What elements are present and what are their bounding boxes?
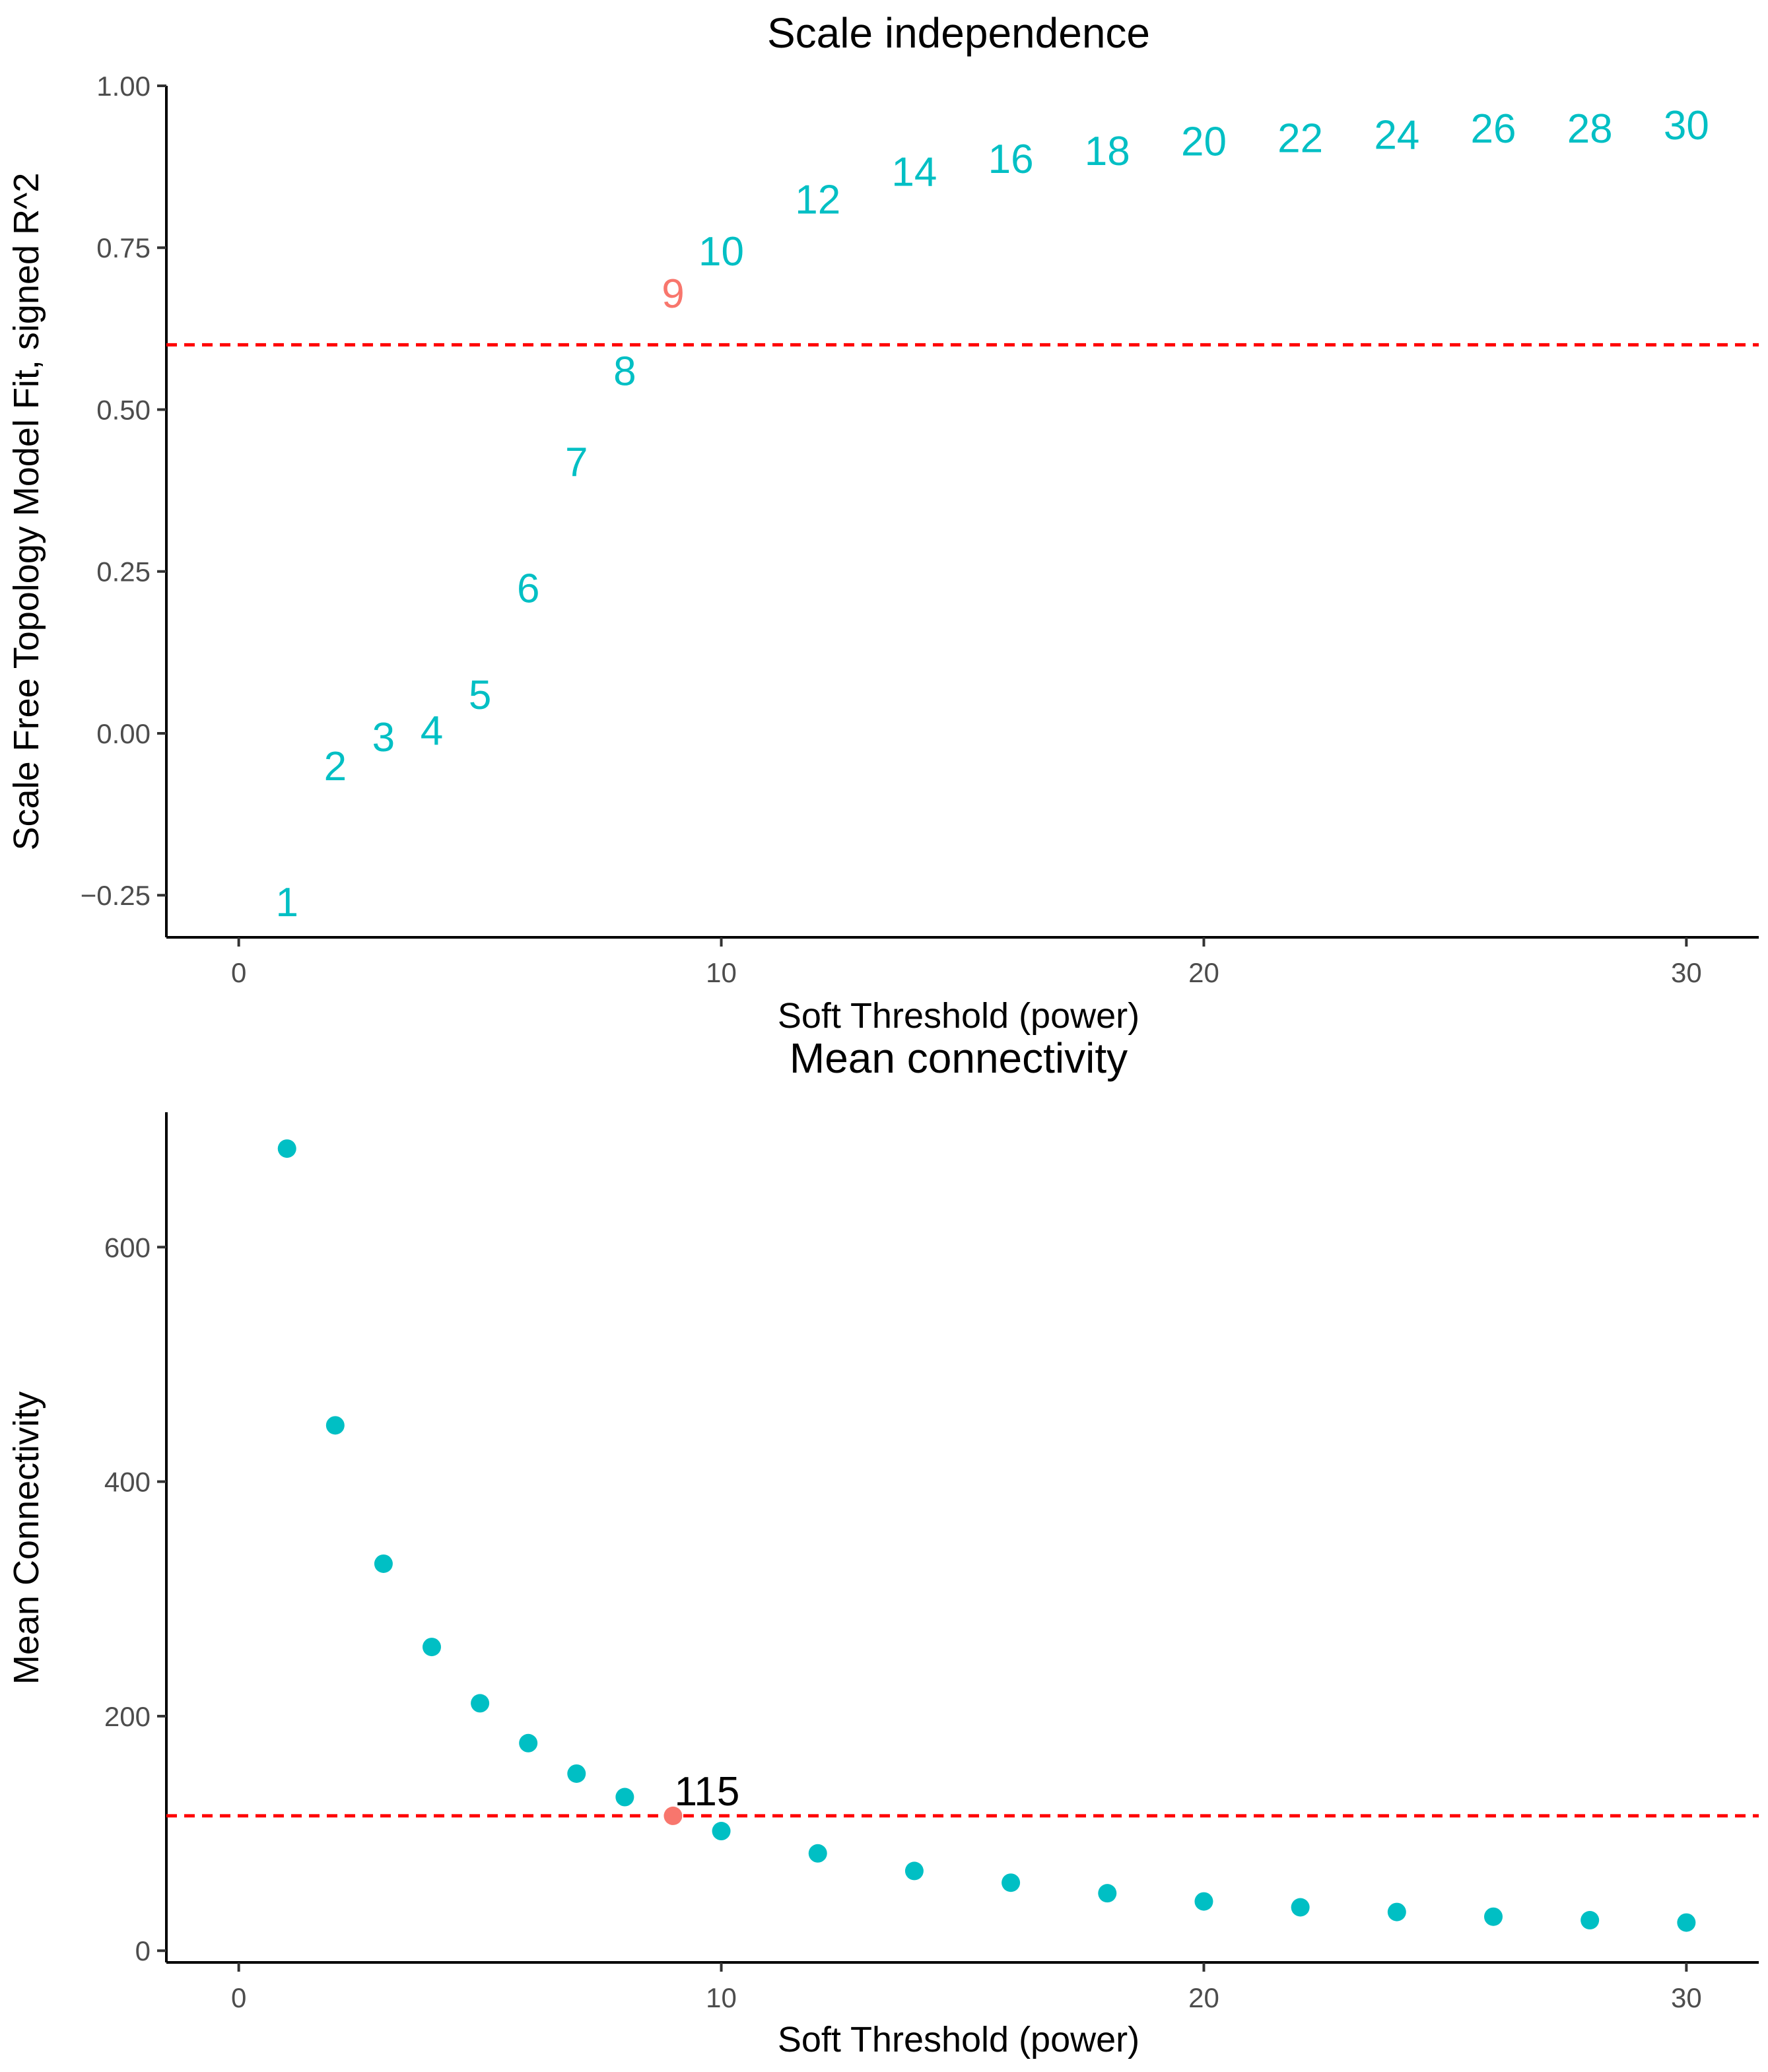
- point-label: 5: [469, 673, 491, 718]
- point-label: 24: [1374, 113, 1419, 158]
- point-label: 1: [275, 880, 298, 925]
- y-axis-title: Scale Free Topology Model Fit, signed R^…: [7, 173, 46, 851]
- data-point: [519, 1733, 538, 1753]
- data-point: [471, 1694, 490, 1713]
- data-point: [1581, 1911, 1600, 1930]
- data-point: [1002, 1873, 1021, 1892]
- x-tick-label: 30: [1671, 957, 1702, 988]
- y-tick-label: 0: [135, 1935, 151, 1966]
- x-tick-label: 10: [706, 1982, 737, 2013]
- data-point: [1484, 1907, 1503, 1926]
- y-tick-label: 0.25: [96, 556, 151, 587]
- point-label: 26: [1471, 106, 1516, 152]
- data-point: [615, 1788, 634, 1807]
- axis-ticks: 0 10 20 30 −0.25 0.00 0.25 0.50 0.75 1.00: [81, 71, 1702, 988]
- panel-scale-independence: Scale independence Soft Threshold (power…: [7, 9, 1759, 1036]
- point-label: 22: [1277, 116, 1323, 161]
- axis-ticks: 0 10 20 30 0 200 400 600: [104, 1232, 1702, 2013]
- y-tick-label: 0.75: [96, 232, 151, 263]
- y-tick-label: −0.25: [81, 880, 151, 911]
- data-point: [1098, 1884, 1117, 1903]
- x-axis-title: Soft Threshold (power): [778, 2020, 1139, 2059]
- data-point: [712, 1822, 731, 1841]
- data-point: [1194, 1892, 1213, 1911]
- point-label: 7: [565, 440, 588, 485]
- point-label: 10: [698, 229, 744, 275]
- x-tick-label: 0: [231, 1982, 246, 2013]
- point-label: 8: [613, 349, 636, 395]
- data-point: [904, 1861, 924, 1881]
- x-tick-label: 0: [231, 957, 246, 988]
- chart-title: Scale independence: [767, 9, 1150, 57]
- point-label: 12: [795, 178, 840, 223]
- x-tick-label: 20: [1188, 1982, 1219, 2013]
- x-tick-label: 30: [1671, 1982, 1702, 2013]
- point-label: 16: [988, 137, 1034, 182]
- data-point: [374, 1554, 393, 1573]
- y-tick-label: 1.00: [96, 71, 151, 102]
- y-axis-title: Mean Connectivity: [7, 1391, 46, 1685]
- point-label: 6: [517, 566, 539, 611]
- point-label-selected: 9: [662, 271, 684, 317]
- x-tick-label: 20: [1188, 957, 1219, 988]
- x-tick-label: 10: [706, 957, 737, 988]
- y-tick-label: 0.50: [96, 394, 151, 425]
- data-point: [1291, 1898, 1310, 1917]
- y-tick-label: 200: [104, 1701, 151, 1732]
- point-label: 30: [1664, 103, 1709, 149]
- data-point: [325, 1416, 345, 1435]
- data-point: [1387, 1902, 1406, 1922]
- point-label: 3: [372, 715, 395, 760]
- data-point: [423, 1638, 441, 1657]
- data-marks: [166, 1139, 1759, 1932]
- x-axis-title: Soft Threshold (power): [778, 996, 1139, 1036]
- data-point: [277, 1139, 296, 1158]
- point-label: 28: [1567, 106, 1613, 152]
- panel-mean-connectivity: Mean connectivity Soft Threshold (power)…: [7, 1034, 1759, 2059]
- point-label: 20: [1181, 119, 1227, 164]
- data-point-selected: [663, 1806, 683, 1825]
- y-tick-label: 400: [104, 1467, 151, 1498]
- data-point: [808, 1844, 827, 1863]
- data-point: [1677, 1913, 1696, 1932]
- point-label: 14: [891, 149, 937, 195]
- data-point: [567, 1764, 586, 1783]
- threshold-annotation: 115: [674, 1769, 739, 1815]
- chart-title: Mean connectivity: [790, 1034, 1128, 1082]
- y-tick-label: 600: [104, 1232, 151, 1263]
- point-label: 18: [1085, 129, 1130, 174]
- y-tick-label: 0.00: [96, 718, 151, 749]
- point-label: 4: [421, 708, 443, 754]
- point-label: 2: [324, 744, 347, 789]
